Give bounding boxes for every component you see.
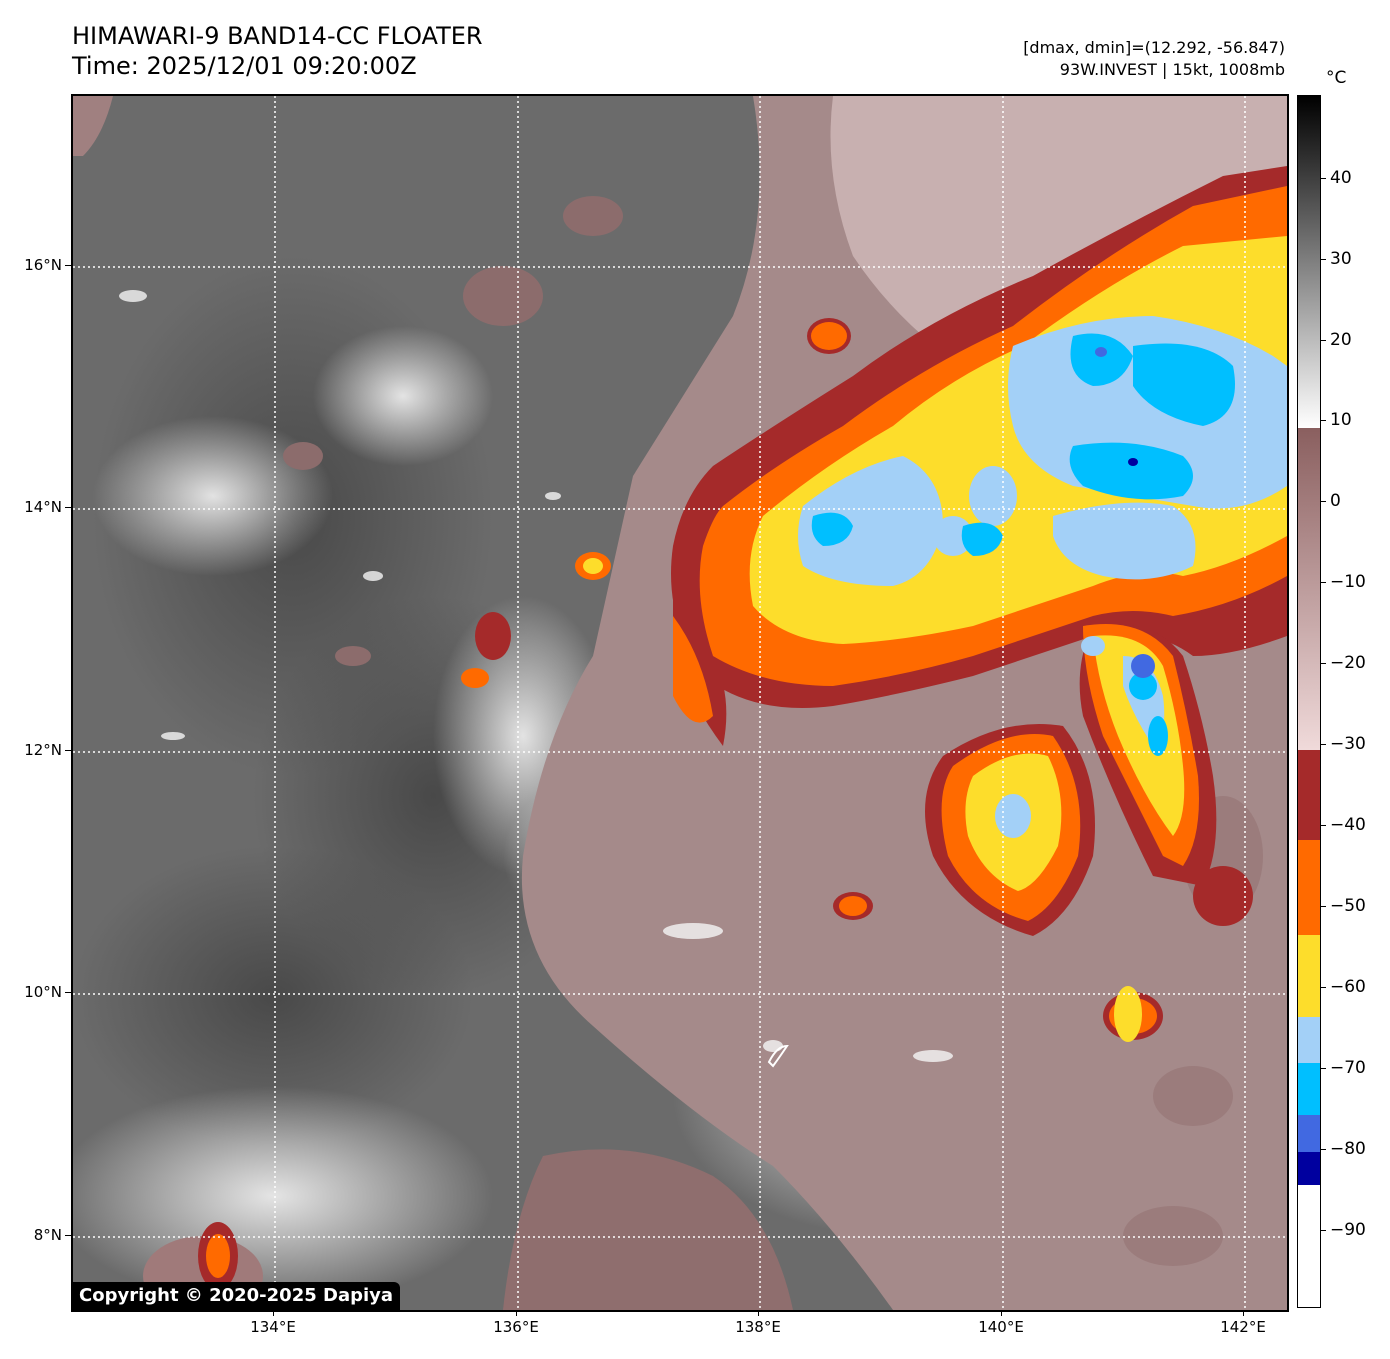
colorbar-label: −10 <box>1330 572 1366 592</box>
colorbar-tick <box>1321 501 1326 502</box>
colorbar-label: −90 <box>1330 1220 1366 1240</box>
colorbar-label: −30 <box>1330 734 1366 754</box>
colorbar-label: 0 <box>1330 491 1341 511</box>
lat-tick <box>65 992 71 993</box>
lon-tick <box>1243 1310 1244 1316</box>
lon-label-136e: 136°E <box>493 1318 539 1336</box>
chart-title: HIMAWARI-9 BAND14-CC FLOATER <box>72 22 483 50</box>
chart-time: Time: 2025/12/01 09:20:00Z <box>72 52 417 80</box>
lat-label-10n: 10°N <box>24 983 62 1001</box>
colorbar-tick <box>1321 259 1326 260</box>
colorbar-tick <box>1321 420 1326 421</box>
lon-label-140e: 140°E <box>978 1318 1024 1336</box>
colorbar-label: −70 <box>1330 1058 1366 1078</box>
colorbar-label: 10 <box>1330 410 1352 430</box>
lon-tick <box>1001 1310 1002 1316</box>
colorbar-label: 40 <box>1330 168 1352 188</box>
satellite-map[interactable]: Copyright © 2020-2025 Dapiya <box>71 94 1289 1312</box>
lon-label-142e: 142°E <box>1220 1318 1266 1336</box>
lat-label-12n: 12°N <box>24 741 62 759</box>
lat-tick <box>65 507 71 508</box>
lon-label-138e: 138°E <box>735 1318 781 1336</box>
lon-tick <box>758 1310 759 1316</box>
colorbar-label: −60 <box>1330 977 1366 997</box>
colorbar-tick <box>1321 340 1326 341</box>
colorbar-unit: °C <box>1326 68 1347 88</box>
lat-label-14n: 14°N <box>24 498 62 516</box>
lat-tick <box>65 750 71 751</box>
colorbar-label: −40 <box>1330 815 1366 835</box>
lat-label-8n: 8°N <box>33 1226 62 1244</box>
lat-tick <box>65 265 71 266</box>
satellite-imagery <box>73 96 1287 1310</box>
colorbar-label: −50 <box>1330 896 1366 916</box>
copyright-label: Copyright © 2020-2025 Dapiya <box>73 1282 401 1310</box>
colorbar-label: −20 <box>1330 653 1366 673</box>
lon-tick <box>273 1310 274 1316</box>
colorbar-label: 30 <box>1330 249 1352 269</box>
colorbar-tick <box>1321 1068 1326 1069</box>
lat-tick <box>65 1235 71 1236</box>
colorbar-label: 20 <box>1330 330 1352 350</box>
colorbar-tick <box>1321 744 1326 745</box>
colorbar-tick <box>1321 906 1326 907</box>
lat-label-16n: 16°N <box>24 256 62 274</box>
lon-tick <box>516 1310 517 1316</box>
colorbar-tick <box>1321 1230 1326 1231</box>
storm-info: 93W.INVEST | 15kt, 1008mb <box>1059 60 1285 79</box>
colorbar-tick <box>1321 987 1326 988</box>
colorbar-gradient <box>1298 96 1320 1307</box>
colorbar-tick <box>1321 1149 1326 1150</box>
colorbar-tick <box>1321 178 1326 179</box>
colorbar-tick <box>1321 663 1326 664</box>
colorbar-tick <box>1321 825 1326 826</box>
colorbar-tick <box>1321 582 1326 583</box>
dmax-dmin-info: [dmax, dmin]=(12.292, -56.847) <box>1023 38 1285 57</box>
colorbar <box>1297 95 1321 1308</box>
island-outline <box>767 1044 789 1068</box>
colorbar-label: −80 <box>1330 1139 1366 1159</box>
lon-label-134e: 134°E <box>250 1318 296 1336</box>
